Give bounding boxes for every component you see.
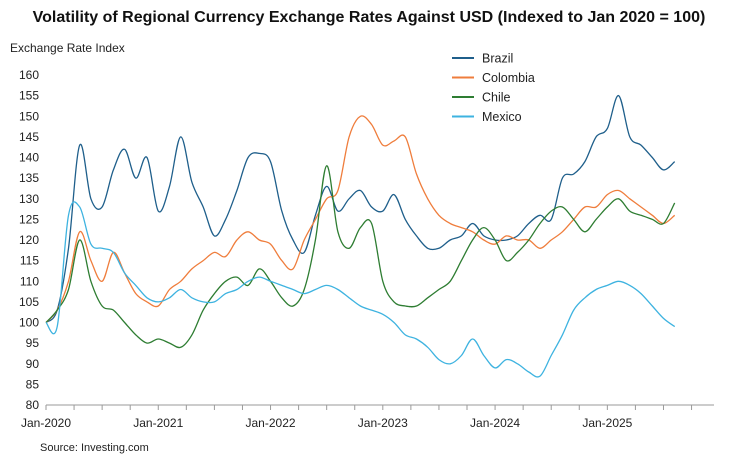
- x-axis: Jan-2020 Jan-2021 Jan-2022 Jan-2023 Jan-2024…: [21, 404, 714, 430]
- chart-title: Volatility of Regional Currency Exchange…: [33, 9, 706, 26]
- legend-label-chile: Chile: [482, 91, 511, 105]
- y-tick-label: 135: [19, 171, 39, 185]
- x-tick-label: Jan-2021: [133, 416, 183, 430]
- y-tick-label: 85: [26, 377, 40, 391]
- y-tick-label: 155: [19, 89, 39, 103]
- x-tick-label: Jan-2024: [470, 416, 520, 430]
- y-tick-label: 100: [19, 316, 39, 330]
- x-tick-label: Jan-2020: [21, 416, 71, 430]
- y-axis: 80 85 90 95 100 105 110 115 120 125 130 135 140 145 15…: [19, 68, 39, 412]
- series-line-mexico: [45, 201, 676, 378]
- y-tick-label: 90: [26, 357, 40, 371]
- source-note: Source: Investing.com: [40, 442, 149, 454]
- y-tick-label: 110: [20, 274, 39, 288]
- y-tick-label: 80: [26, 398, 40, 412]
- y-tick-label: 105: [19, 295, 39, 309]
- y-tick-label: 140: [19, 151, 39, 165]
- legend-label-brazil: Brazil: [482, 52, 513, 66]
- y-tick-label: 115: [20, 254, 39, 268]
- y-tick-label: 160: [19, 68, 39, 82]
- y-tick-label: 150: [19, 109, 39, 123]
- series-line-chile: [45, 165, 676, 349]
- series-line-colombia: [45, 115, 676, 323]
- y-axis-label: Exchange Rate Index: [10, 41, 125, 55]
- y-tick-label: 130: [19, 192, 39, 206]
- series-lines: [45, 94, 676, 378]
- y-tick-label: 125: [19, 212, 39, 226]
- legend-label-colombia: Colombia: [482, 71, 535, 85]
- x-tick-label: Jan-2022: [246, 416, 296, 430]
- y-tick-label: 145: [19, 130, 39, 144]
- legend-label-mexico: Mexico: [482, 110, 522, 124]
- x-tick-label: Jan-2023: [358, 416, 408, 430]
- y-tick-label: 120: [19, 233, 39, 247]
- y-tick-label: 95: [26, 336, 40, 350]
- series-line-brazil: [45, 94, 676, 324]
- legend: Brazil Colombia Chile Mexico: [452, 52, 535, 124]
- x-tick-label: Jan-2025: [582, 416, 632, 430]
